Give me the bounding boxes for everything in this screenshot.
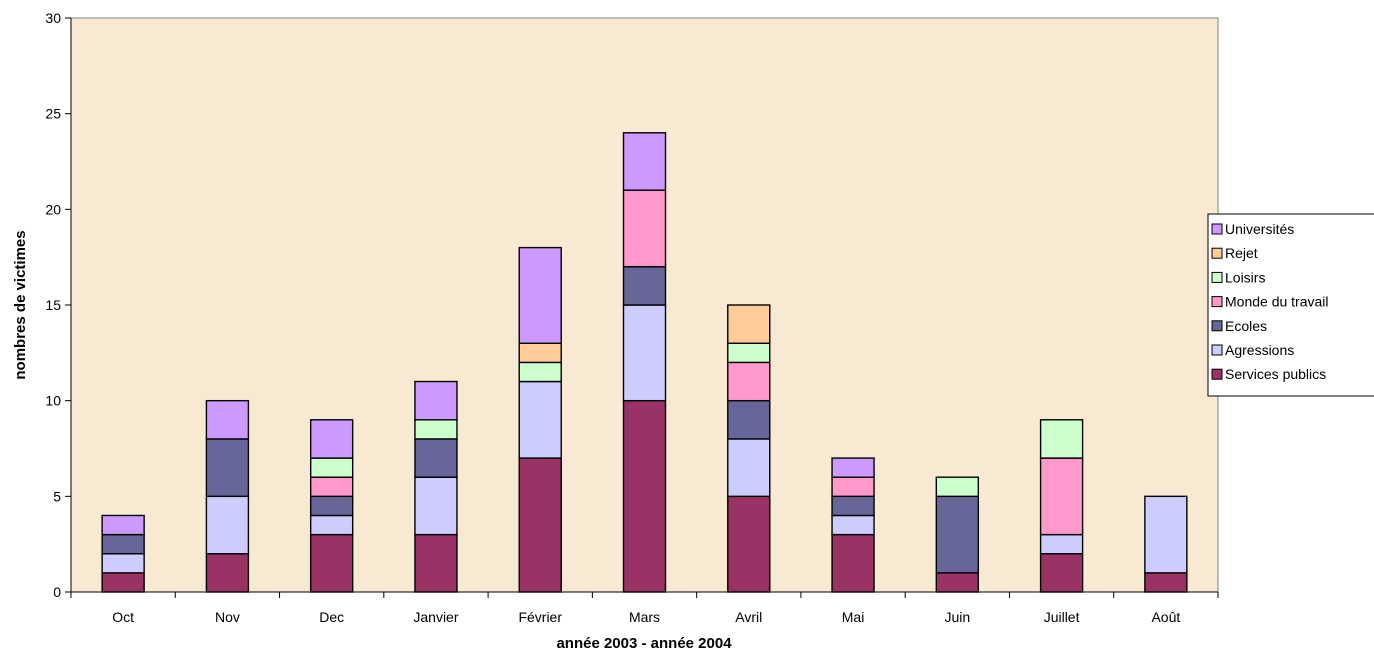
y-tick-label: 5: [53, 488, 61, 504]
bar-segment-loisirs-dec: [309, 457, 354, 478]
x-tick-label-avril: Avril: [735, 609, 762, 625]
y-tick-label: 0: [53, 584, 61, 600]
bar-segment-agressions-janvier: [414, 476, 458, 536]
x-axis-title: année 2003 - année 2004: [556, 635, 732, 652]
axes: 0 5 10 15 20 25 30 Oct Nov Dec Janvier Février Mars A…: [45, 10, 1219, 625]
bar-segment-ecoles-oct: [101, 533, 145, 555]
bars: [101, 132, 1188, 593]
bar-segment-agressions-fevrier: [518, 380, 562, 459]
bar-segment-universites-janvier: [414, 380, 458, 421]
legend-swatch-universites: [1211, 223, 1223, 235]
bar-segment-services-publics-mars: [622, 399, 667, 593]
x-tick-label-mars: Mars: [629, 609, 660, 625]
bar-segment-services-publics-mai: [831, 533, 875, 593]
bar-segment-universites-oct: [101, 514, 145, 536]
legend-label-universites: Universités: [1225, 221, 1294, 237]
bar-segment-agressions-juillet: [1039, 533, 1084, 555]
bar-segment-monde-du-travail-avril: [727, 361, 771, 402]
y-tick-label: 20: [45, 201, 61, 217]
legend-swatch-services-publics: [1211, 368, 1223, 380]
bar-segment-ecoles-mars: [622, 266, 667, 306]
bar-segment-ecoles-nov: [205, 438, 250, 498]
bar-segment-universites-mai: [831, 457, 875, 478]
bar-segment-services-publics-fevrier: [518, 457, 562, 593]
bar-segment-services-publics-dec: [309, 533, 354, 593]
legend-swatch-agressions: [1211, 344, 1223, 356]
bar-segment-monde-du-travail-mars: [622, 189, 667, 268]
bar-segment-universites-dec: [309, 419, 354, 459]
bar-segment-loisirs-juillet: [1039, 419, 1084, 459]
y-tick-label: 25: [45, 106, 61, 122]
bar-segment-ecoles-dec: [309, 495, 354, 517]
legend-swatch-loisirs: [1211, 271, 1223, 283]
bar-segment-services-publics-janvier: [414, 533, 458, 593]
x-tick-label-nov: Nov: [215, 609, 240, 625]
legend-swatch-ecoles: [1211, 320, 1223, 332]
bar-segment-services-publics-nov: [205, 553, 250, 593]
bar-segment-loisirs-juin: [935, 476, 980, 498]
bar-segment-universites-mars: [622, 132, 667, 191]
bar-segment-ecoles-janvier: [414, 438, 458, 478]
bar-segment-agressions-mai: [831, 514, 875, 536]
bar-segment-loisirs-avril: [727, 342, 771, 364]
bar-segment-rejet-fevrier: [518, 342, 562, 364]
bar-segment-services-publics-avril: [727, 495, 771, 593]
bar-segment-agressions-aout: [1144, 495, 1188, 574]
x-tick-label-mai: Mai: [842, 609, 865, 625]
y-tick-label: 15: [45, 297, 61, 313]
bar-segment-monde-du-travail-mai: [831, 476, 875, 498]
legend-box: [1207, 213, 1374, 397]
x-tick-label-juin: Juin: [944, 609, 970, 625]
bar-segment-universites-nov: [205, 399, 250, 440]
bar-segment-agressions-dec: [309, 514, 354, 536]
x-tick-label-juillet: Juillet: [1044, 609, 1080, 625]
bar-segment-ecoles-avril: [727, 399, 771, 440]
y-axis-title: nombres de victimes: [12, 230, 29, 379]
bar-segment-agressions-oct: [101, 553, 145, 574]
bar-segment-services-publics-juillet: [1039, 553, 1084, 593]
legend: Universités Rejet Loisirs Monde du travail E…: [1207, 213, 1374, 397]
bar-segment-services-publics-juin: [935, 572, 980, 593]
legend-swatch-monde-du-travail: [1211, 296, 1223, 308]
bar-segment-services-publics-aout: [1144, 572, 1188, 593]
bar-segment-agressions-nov: [205, 495, 250, 555]
bar-segment-loisirs-fevrier: [518, 361, 562, 383]
bar-segment-universites-fevrier: [518, 246, 562, 344]
bar-segment-monde-du-travail-dec: [309, 476, 354, 498]
x-tick-label-dec: Dec: [319, 609, 344, 625]
x-tick-label-fevrier: Février: [518, 609, 562, 625]
bar-segment-rejet-avril: [727, 304, 771, 344]
legend-label-loisirs: Loisirs: [1225, 269, 1265, 285]
y-tick-label: 10: [45, 393, 61, 409]
legend-label-rejet: Rejet: [1225, 245, 1258, 261]
bar-segment-ecoles-juin: [935, 495, 980, 574]
legend-swatch-rejet: [1211, 247, 1223, 259]
x-tick-label-janvier: Janvier: [413, 609, 458, 625]
bar-segment-services-publics-oct: [101, 572, 145, 593]
y-tick-label: 30: [45, 10, 61, 26]
x-tick-label-aout: Août: [1151, 609, 1180, 625]
bar-segment-ecoles-mai: [831, 495, 875, 517]
x-tick-label-oct: Oct: [112, 609, 134, 625]
bar-segment-agressions-mars: [622, 304, 667, 402]
legend-label-ecoles: Ecoles: [1225, 318, 1267, 334]
bar-segment-agressions-avril: [727, 438, 771, 498]
legend-label-agressions: Agressions: [1225, 342, 1294, 358]
bar-segment-loisirs-janvier: [414, 419, 458, 440]
bar-segment-monde-du-travail-juillet: [1039, 457, 1084, 536]
legend-label-services-publics: Services publics: [1225, 366, 1326, 382]
legend-label-monde-du-travail: Monde du travail: [1225, 294, 1329, 310]
